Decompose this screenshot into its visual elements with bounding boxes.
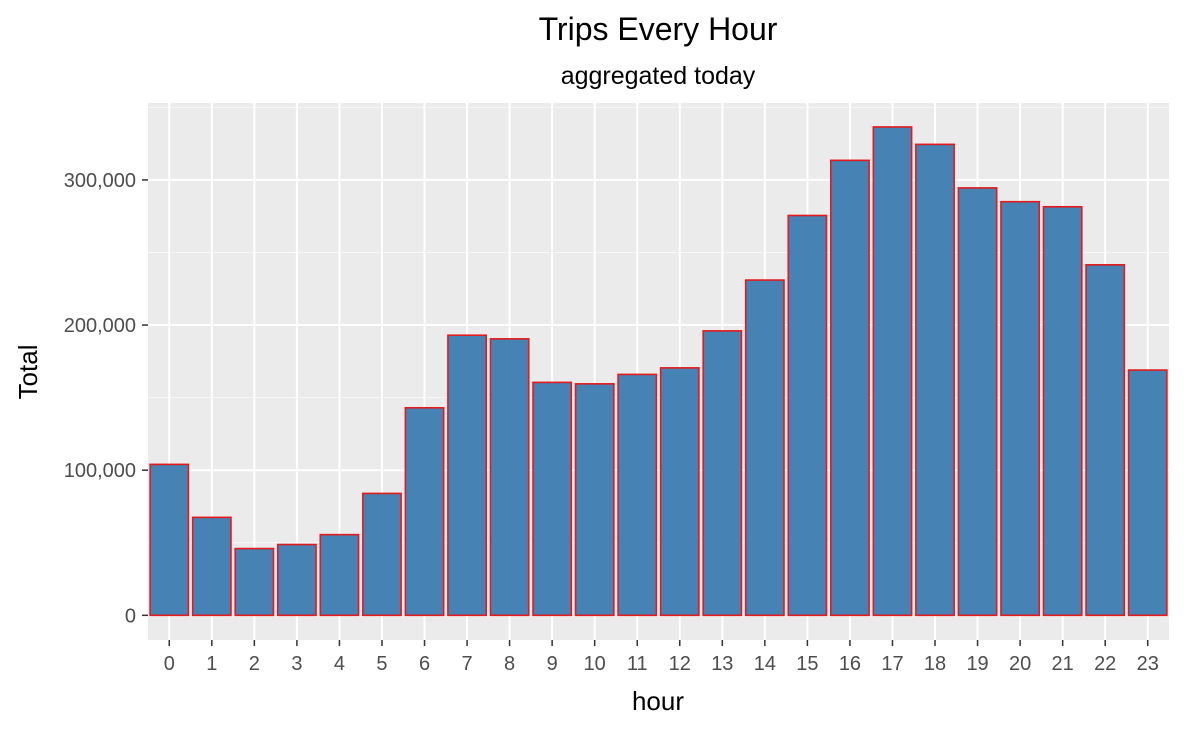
x-tick-label: 13 (711, 653, 733, 675)
y-tick-label: 300,000 (64, 170, 136, 192)
bar-hour-9 (532, 381, 573, 617)
x-tick-label: 7 (462, 653, 473, 675)
bar-hour-21 (1042, 205, 1083, 617)
bars (149, 126, 1168, 617)
x-tick-label: 8 (504, 653, 515, 675)
x-tick-label: 22 (1094, 653, 1116, 675)
chart-subtitle: aggregated today (561, 62, 756, 90)
bar-hour-5 (362, 492, 402, 617)
bar-hour-15 (787, 214, 828, 617)
chart-title: Trips Every Hour (539, 11, 778, 47)
bar-hour-16 (829, 159, 870, 617)
minor-gridlines (148, 106, 1169, 544)
x-tick-label: 6 (419, 653, 430, 675)
x-tick-label: 2 (249, 653, 260, 675)
bar-hour-14 (744, 279, 785, 617)
y-tick-label: 0 (125, 605, 136, 627)
bar-hour-8 (489, 338, 530, 617)
bar-hour-1 (191, 516, 232, 617)
x-tick-label: 1 (206, 653, 217, 675)
bar-hour-3 (276, 543, 317, 617)
x-tick-label: 17 (881, 653, 903, 675)
bar-hour-23 (1127, 369, 1168, 617)
bar-hour-2 (234, 547, 275, 617)
bar-hour-22 (1085, 264, 1126, 617)
bar-hour-19 (957, 187, 998, 617)
x-axis-title: hour (632, 686, 684, 716)
bar-hour-13 (702, 330, 743, 617)
x-tick-label: 4 (334, 653, 345, 675)
x-tick-label: 18 (924, 653, 946, 675)
x-tick-label: 21 (1052, 653, 1074, 675)
bar-hour-6 (404, 406, 445, 617)
x-tick-label: 16 (839, 653, 861, 675)
y-axis-title: Total (13, 345, 43, 400)
y-tick-label: 200,000 (64, 315, 136, 337)
bar-hour-12 (659, 367, 700, 617)
x-tick-label: 5 (376, 653, 387, 675)
bar-hour-7 (447, 334, 488, 617)
x-tick-label: 15 (796, 653, 818, 675)
y-axis: 0 100,000 200,000 300,000 (64, 170, 148, 627)
x-tick-label: 23 (1137, 653, 1159, 675)
bar-hour-11 (617, 373, 658, 617)
x-tick-label: 9 (547, 653, 558, 675)
bar-hour-10 (574, 383, 615, 617)
x-tick-label: 3 (291, 653, 302, 675)
x-tick-label: 19 (966, 653, 988, 675)
y-tick-label: 100,000 (64, 460, 136, 482)
plot-panel (148, 103, 1169, 640)
x-tick-label: 20 (1009, 653, 1031, 675)
bar-hour-17 (872, 126, 913, 617)
x-tick-label: 0 (164, 653, 175, 675)
bar-hour-4 (319, 533, 360, 617)
bar-hour-0 (149, 463, 190, 617)
bar-hour-20 (1000, 200, 1041, 617)
x-tick-label: 12 (669, 653, 691, 675)
x-tick-label: 11 (627, 653, 648, 675)
x-tick-label: 10 (584, 653, 606, 675)
x-tick-label: 14 (754, 653, 776, 675)
bar-hour-18 (915, 143, 955, 617)
x-axis: 0 1 2 3 4 5 6 7 8 9 10 11 12 13 14 15 16 17 18 19 20 21 22 23 (164, 640, 1159, 675)
